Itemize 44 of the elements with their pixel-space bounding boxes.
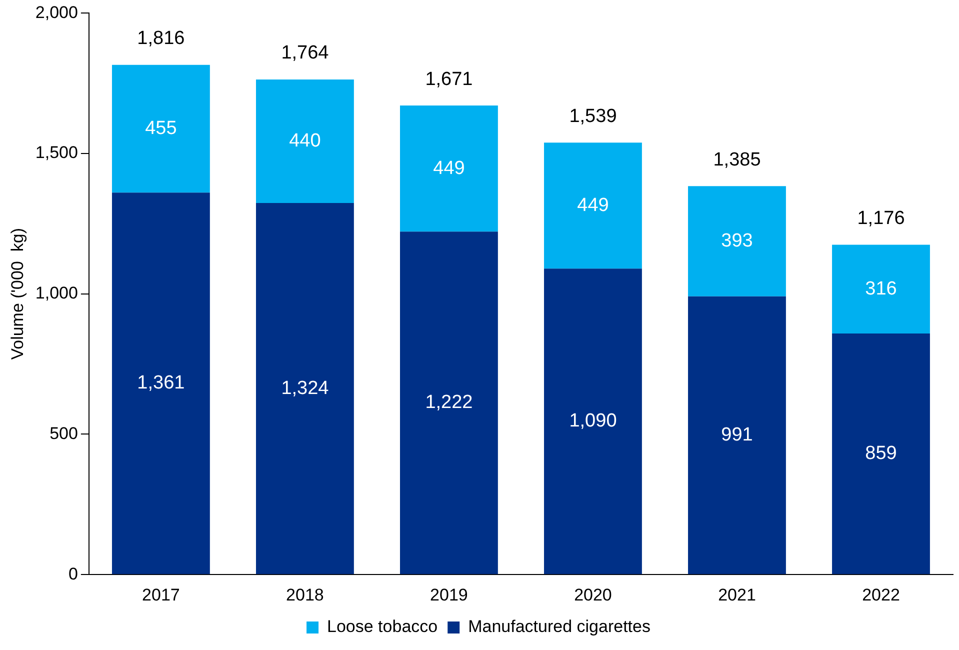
bar <box>112 192 210 574</box>
x-tick-label: 2020 <box>574 585 612 604</box>
data-label: 449 <box>433 158 465 179</box>
x-tick-label: 2017 <box>142 585 180 604</box>
bar <box>544 268 642 574</box>
data-label: 440 <box>289 130 321 152</box>
bar <box>832 244 930 334</box>
bar <box>688 186 786 296</box>
total-label: 1,539 <box>569 106 617 127</box>
data-label: 449 <box>577 194 609 216</box>
x-tick-label: 2022 <box>862 585 900 604</box>
x-tick-label: 2018 <box>286 585 324 604</box>
bar <box>544 142 642 269</box>
data-label: 859 <box>865 443 897 464</box>
data-label: 316 <box>865 278 897 300</box>
data-label: 991 <box>721 424 753 446</box>
total-label: 1,176 <box>857 208 905 230</box>
bar <box>688 296 786 574</box>
total-label: 1,671 <box>425 68 473 90</box>
bar <box>400 106 498 232</box>
data-label: 1,361 <box>137 372 185 394</box>
y-axis-title: Volume ('000 kg) <box>8 228 27 360</box>
y-tick-label: 2,000 <box>35 2 78 22</box>
data-label: 393 <box>721 230 753 252</box>
legend-label: Manufactured cigarettes <box>468 617 650 636</box>
y-tick-label: 0 <box>68 564 78 584</box>
legend-label: Loose tobacco <box>327 617 438 636</box>
bar <box>400 232 498 574</box>
x-tick-label: 2019 <box>430 585 468 604</box>
y-tick-label: 1,000 <box>35 284 78 303</box>
data-label: 455 <box>145 118 177 139</box>
data-label: 1,090 <box>569 410 617 432</box>
bar <box>256 202 354 574</box>
total-label: 1,816 <box>137 28 185 50</box>
y-tick-label: 500 <box>50 424 78 443</box>
x-tick-label: 2021 <box>718 585 756 604</box>
y-tick-label: 1,500 <box>35 143 78 162</box>
bar <box>112 64 210 193</box>
total-label: 1,764 <box>281 42 330 64</box>
data-label: 1,222 <box>425 392 473 414</box>
total-label: 1,385 <box>713 149 761 170</box>
bar <box>832 333 930 574</box>
data-label: 1,324 <box>281 378 330 399</box>
bar <box>256 79 354 203</box>
